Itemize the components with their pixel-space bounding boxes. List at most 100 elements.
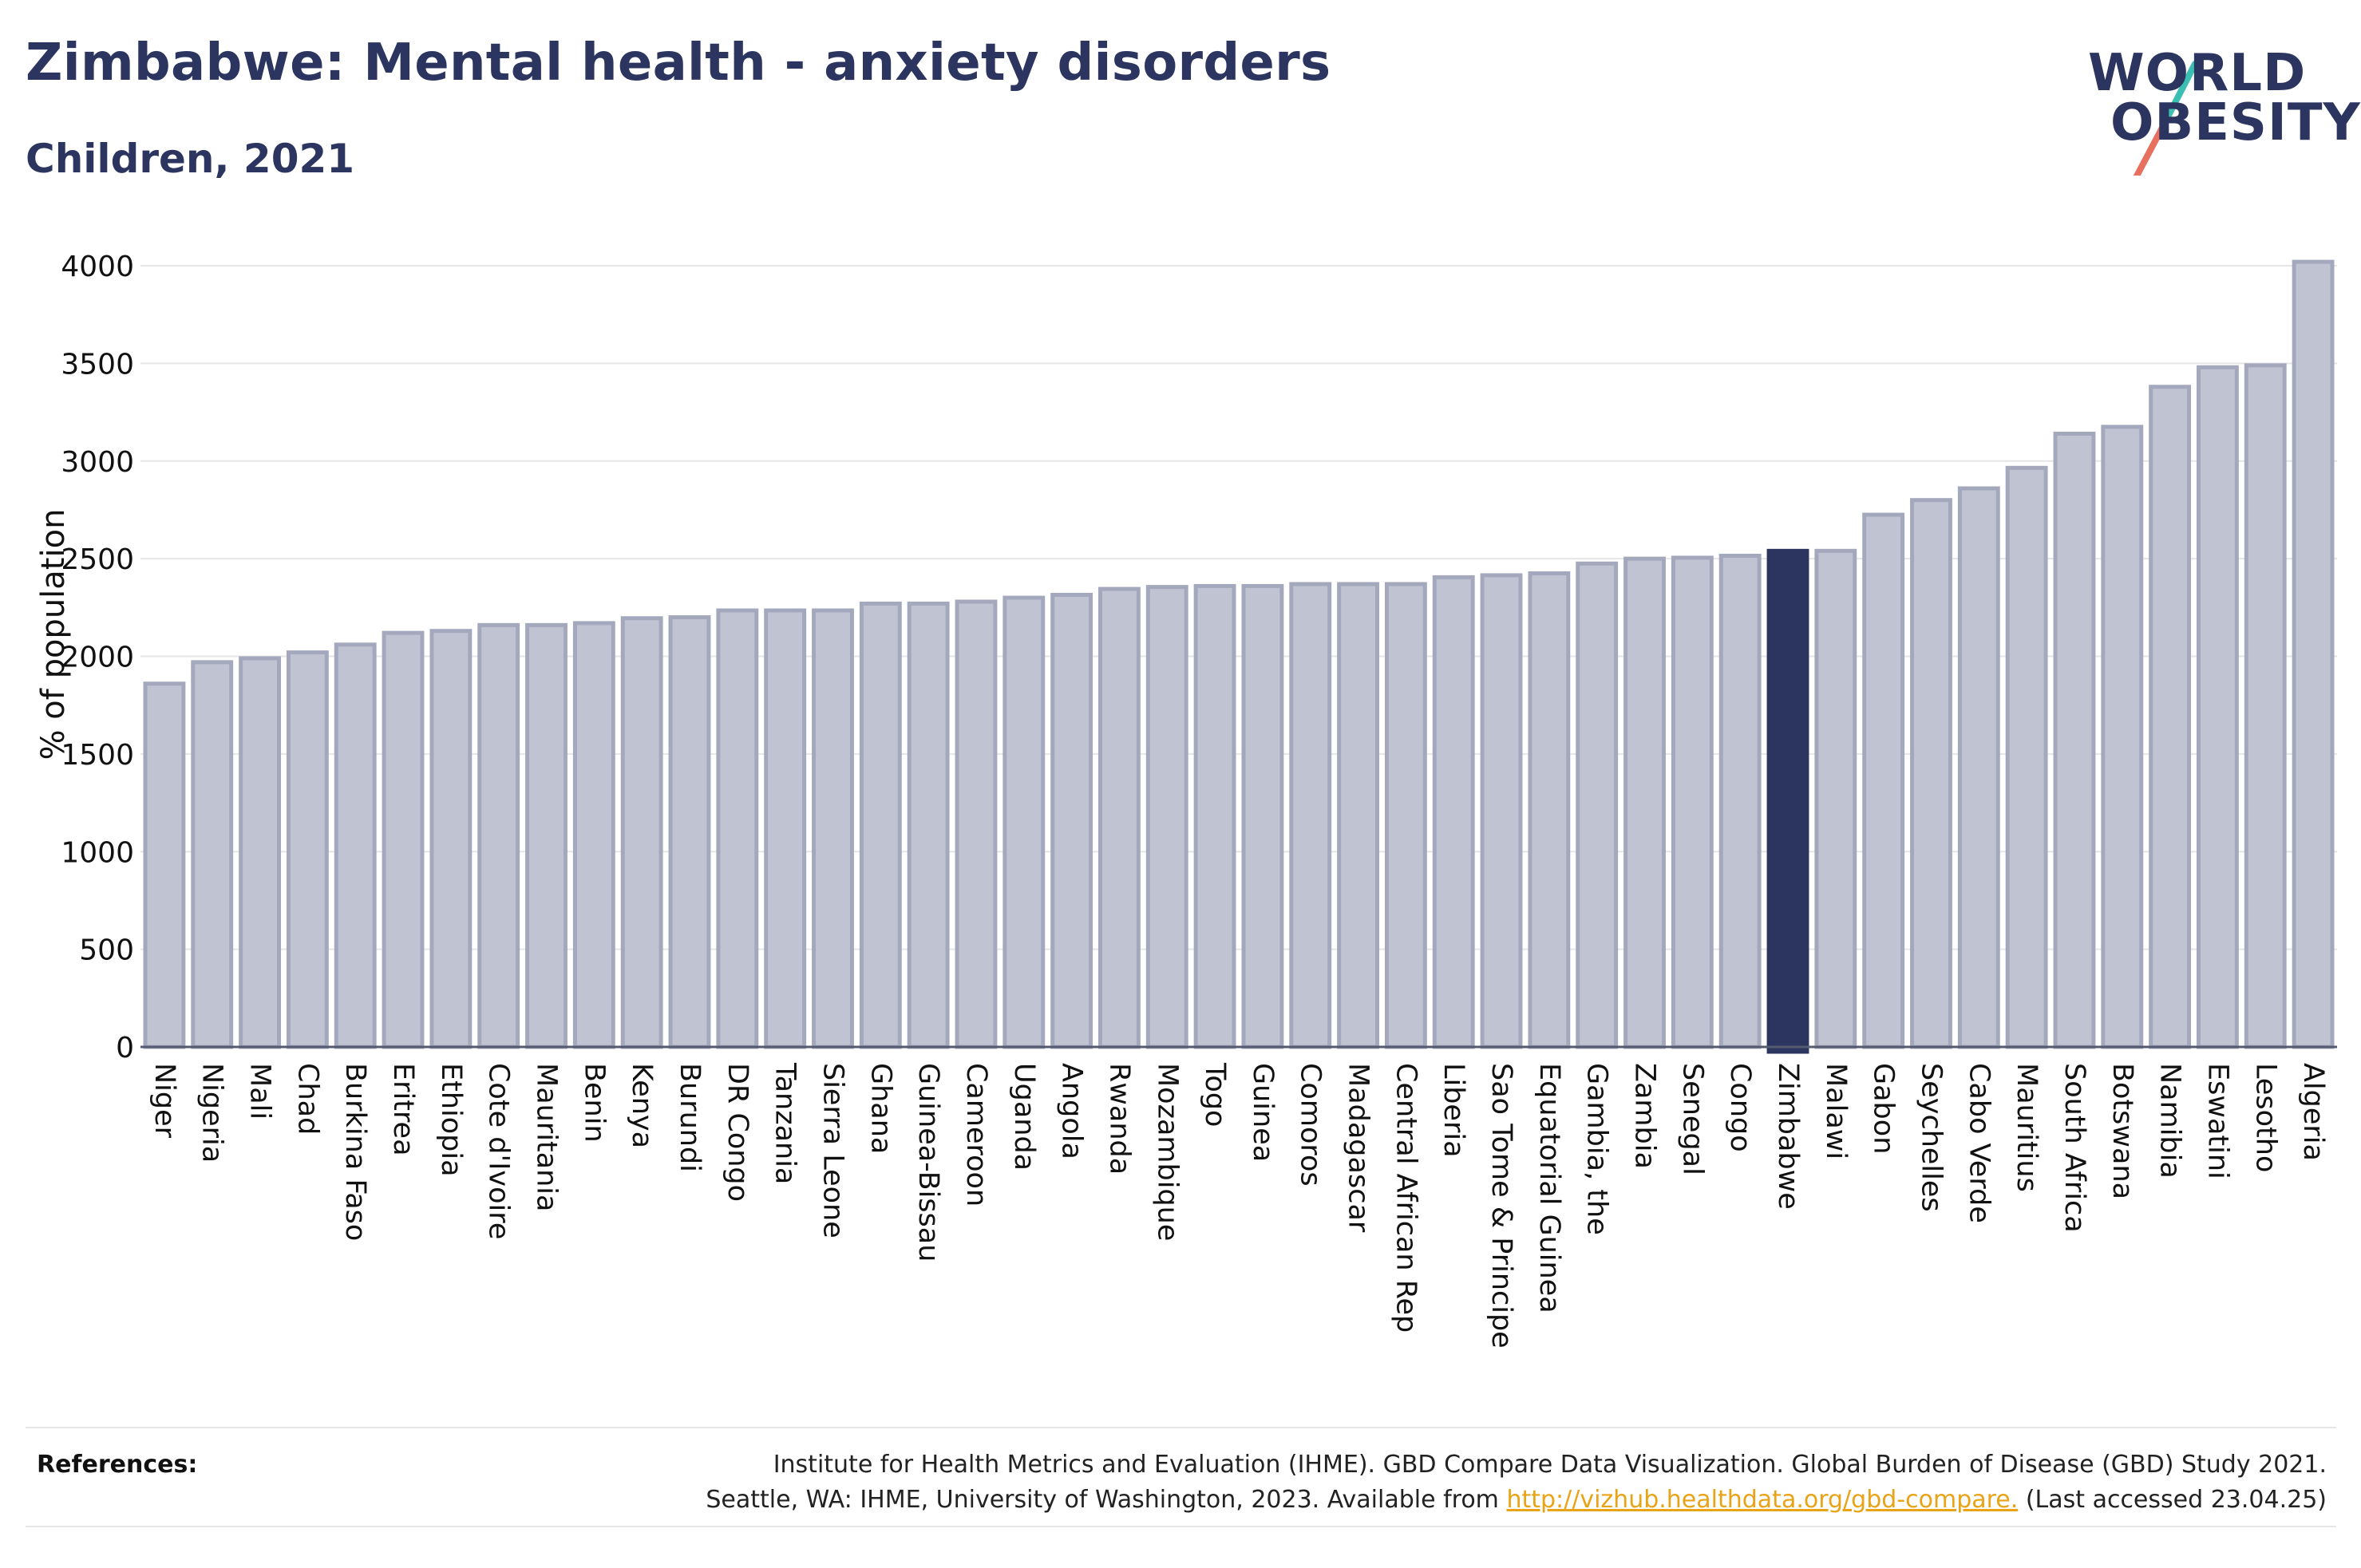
bar-gabon bbox=[1862, 512, 1905, 1049]
page-subtitle: Children, 2021 bbox=[26, 136, 355, 182]
bar-congo bbox=[1718, 553, 1762, 1049]
bar-benin bbox=[572, 621, 615, 1049]
bar-eswatini bbox=[2197, 365, 2239, 1049]
y-tick-label: 1500 bbox=[61, 739, 134, 772]
bar-zimbabwe bbox=[1766, 548, 1809, 1054]
x-tick-label: Sierra Leone bbox=[817, 1063, 848, 1238]
logo-slash-icon bbox=[2133, 61, 2198, 176]
reference-line-1: Institute for Health Metrics and Evaluat… bbox=[773, 1451, 2327, 1479]
references-text: Institute for Health Metrics and Evaluat… bbox=[706, 1448, 2327, 1518]
x-tick-label: Togo bbox=[1199, 1062, 1231, 1127]
bar-seychelles bbox=[1910, 498, 1952, 1049]
x-tick-label: Equatorial Guinea bbox=[1533, 1063, 1565, 1313]
world-obesity-logo: WORLD OBESITY bbox=[2075, 32, 2360, 176]
y-tick-label: 500 bbox=[79, 934, 134, 967]
y-tick-label: 1000 bbox=[61, 836, 134, 869]
bar-eritrea bbox=[382, 630, 425, 1049]
y-axis-ticks: 0 500 1000 1500 2000 2500 3000 3500 4000 bbox=[61, 251, 134, 1064]
y-tick-label: 4000 bbox=[61, 251, 134, 283]
x-tick-label: Tanzania bbox=[769, 1062, 801, 1184]
bar-guinea-bissau bbox=[907, 601, 950, 1049]
x-tick-label: Liberia bbox=[1438, 1063, 1469, 1158]
x-tick-label: Eritrea bbox=[387, 1063, 419, 1156]
x-tick-label: Cameroon bbox=[960, 1063, 992, 1207]
reference-prefix: Seattle, WA: IHME, University of Washing… bbox=[706, 1486, 1507, 1514]
x-tick-label: Uganda bbox=[1008, 1063, 1040, 1171]
x-tick-label: Sao Tome & Principe bbox=[1485, 1063, 1517, 1349]
reference-link[interactable]: http://vizhub.healthdata.org/gbd-compare… bbox=[1506, 1486, 2019, 1514]
bar-kenya bbox=[620, 616, 663, 1049]
x-tick-label: Central African Rep bbox=[1390, 1063, 1422, 1333]
bar-dr-congo bbox=[716, 608, 759, 1049]
reference-suffix: (Last accessed 23.04.25) bbox=[2018, 1486, 2327, 1514]
x-tick-label: Mauritania bbox=[531, 1063, 563, 1211]
x-tick-label: Rwanda bbox=[1103, 1063, 1135, 1175]
x-tick-label: Niger bbox=[148, 1063, 180, 1139]
bar-ghana bbox=[859, 601, 902, 1049]
bar-senegal bbox=[1671, 555, 1714, 1049]
references-panel: References: Institute for Health Metrics… bbox=[26, 1427, 2336, 1527]
bar-botswana bbox=[2101, 425, 2144, 1049]
x-tick-label: Mozambique bbox=[1151, 1063, 1183, 1241]
x-tick-label: Ghana bbox=[864, 1063, 896, 1154]
bar-uganda bbox=[1003, 595, 1046, 1049]
x-tick-label: South Africa bbox=[2058, 1063, 2090, 1233]
x-tick-label: Burkina Faso bbox=[339, 1063, 371, 1241]
bar-central-african-rep bbox=[1384, 582, 1427, 1049]
x-tick-label: Eswatini bbox=[2201, 1063, 2233, 1179]
bar-sierra-leone bbox=[812, 608, 854, 1049]
reference-line-2: Seattle, WA: IHME, University of Washing… bbox=[706, 1483, 2327, 1518]
bar-equatorial-guinea bbox=[1528, 571, 1571, 1049]
x-tick-label: Lesotho bbox=[2249, 1063, 2281, 1172]
x-tick-label: Nigeria bbox=[196, 1063, 228, 1163]
x-tick-label: Comoros bbox=[1295, 1063, 1327, 1187]
bar-mauritania bbox=[525, 622, 568, 1049]
x-tick-label: Seychelles bbox=[1915, 1063, 1947, 1212]
x-tick-label: Benin bbox=[578, 1063, 610, 1143]
bar-gambia-the bbox=[1576, 561, 1619, 1049]
x-tick-label: Gabon bbox=[1868, 1063, 1900, 1154]
x-tick-label: Zambia bbox=[1629, 1063, 1661, 1169]
bar-rwanda bbox=[1098, 587, 1141, 1049]
x-tick-label: Guinea-Bissau bbox=[912, 1063, 944, 1262]
x-tick-label: Senegal bbox=[1676, 1063, 1708, 1175]
bar-liberia bbox=[1432, 575, 1475, 1049]
y-tick-label: 2000 bbox=[61, 642, 134, 674]
bar-algeria bbox=[2292, 259, 2335, 1049]
x-tick-label: Chad bbox=[291, 1063, 323, 1135]
bar-niger bbox=[143, 681, 186, 1049]
bar-angola bbox=[1050, 592, 1093, 1049]
x-tick-label: Burundi bbox=[674, 1063, 706, 1172]
x-tick-label: Madagascar bbox=[1343, 1063, 1374, 1233]
x-tick-label: Zimbabwe bbox=[1772, 1063, 1804, 1210]
bar-mali bbox=[239, 656, 281, 1049]
y-tick-label: 0 bbox=[116, 1032, 134, 1064]
bar-cabo-verde bbox=[1957, 486, 2000, 1049]
bar-chad bbox=[286, 650, 329, 1049]
y-tick-label: 3000 bbox=[61, 446, 134, 479]
x-tick-label: Mauritius bbox=[2011, 1063, 2043, 1192]
x-tick-label: DR Congo bbox=[722, 1063, 753, 1202]
bar-malawi bbox=[1814, 548, 1857, 1049]
x-tick-label: Guinea bbox=[1247, 1063, 1279, 1162]
bar-zambia bbox=[1623, 556, 1666, 1049]
x-axis-labels: Niger Nigeria Mali Chad Burkina Faso Eritrea E… bbox=[148, 1062, 2329, 1349]
bar-lesotho bbox=[2244, 363, 2287, 1049]
bar-guinea bbox=[1241, 583, 1284, 1049]
bar-cameroon bbox=[955, 599, 998, 1049]
x-tick-label: Namibia bbox=[2154, 1063, 2186, 1179]
x-tick-label: Algeria bbox=[2297, 1063, 2329, 1161]
x-tick-label: Malawi bbox=[1820, 1063, 1852, 1159]
bar-tanzania bbox=[764, 608, 807, 1049]
x-tick-label: Gambia, the bbox=[1581, 1063, 1613, 1235]
bar-comoros bbox=[1289, 582, 1332, 1049]
x-tick-label: Cote d'Ivoire bbox=[483, 1063, 515, 1239]
bar-cote-d-ivoire bbox=[477, 622, 520, 1049]
bar-namibia bbox=[2149, 385, 2192, 1049]
x-tick-label: Mali bbox=[244, 1063, 276, 1120]
bar-south-africa bbox=[2053, 431, 2096, 1049]
x-tick-label: Ethiopia bbox=[435, 1063, 467, 1177]
bar-mauritius bbox=[2005, 465, 2048, 1049]
bar-burundi bbox=[668, 615, 711, 1049]
